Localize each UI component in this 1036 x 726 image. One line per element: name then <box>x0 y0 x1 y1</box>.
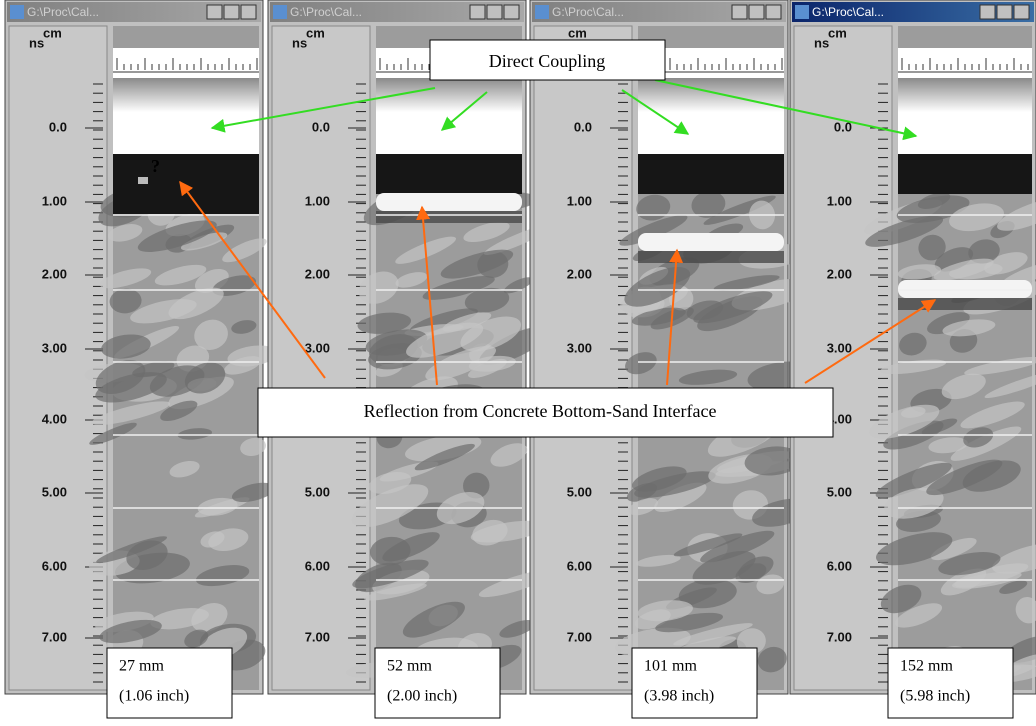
upper-band <box>113 78 259 112</box>
window: G:\Proc\Cal...cmns0.01.002.003.004.005.0… <box>790 0 1036 718</box>
depth-label: 3.00 <box>827 340 852 355</box>
window-title: G:\Proc\Cal... <box>552 5 624 19</box>
reflection-shadow <box>638 251 784 263</box>
dark-band <box>113 154 259 214</box>
depth-label: 3.00 <box>567 340 592 355</box>
title-button[interactable] <box>1014 5 1029 19</box>
depth-label: 7.00 <box>42 629 67 644</box>
depth-label: 7.00 <box>305 629 330 644</box>
title-button[interactable] <box>470 5 485 19</box>
title-button[interactable] <box>207 5 222 19</box>
depth-label: 7.00 <box>567 629 592 644</box>
unit-label: cm <box>306 25 325 40</box>
direct-coupling-label: Direct Coupling <box>489 51 605 71</box>
direct-coupling-band <box>113 112 259 154</box>
dark-band <box>376 154 522 194</box>
reflection-band <box>898 280 1032 298</box>
direct-coupling-band <box>638 112 784 154</box>
window-title: G:\Proc\Cal... <box>812 5 884 19</box>
title-button[interactable] <box>997 5 1012 19</box>
depth-label: 5.00 <box>827 484 852 499</box>
question-mark: ? <box>151 156 160 176</box>
title-button[interactable] <box>224 5 239 19</box>
title-button[interactable] <box>749 5 764 19</box>
unit-label: cm <box>568 25 587 40</box>
window-title: G:\Proc\Cal... <box>290 5 362 19</box>
caption-size: 27 mm <box>119 658 164 675</box>
reflection-band <box>638 233 784 251</box>
depth-label: 6.00 <box>827 558 852 573</box>
depth-label: 2.00 <box>827 266 852 281</box>
upper-band <box>638 78 784 112</box>
depth-label: 0.0 <box>574 119 592 134</box>
unit-label: ns <box>29 35 44 50</box>
depth-label: 2.00 <box>567 266 592 281</box>
window: G:\Proc\Cal... cmns 0.0 1.00 2.00 3.00 4.00 5.0… <box>5 0 279 718</box>
title-button[interactable] <box>980 5 995 19</box>
depth-label: 6.00 <box>305 558 330 573</box>
top-scale <box>898 48 1032 78</box>
title-button[interactable] <box>766 5 781 19</box>
unit-label: ns <box>814 35 829 50</box>
depth-label: 0.0 <box>312 119 330 134</box>
depth-label: 3.00 <box>305 340 330 355</box>
app-icon <box>273 5 287 19</box>
depth-label: 0.0 <box>49 119 67 134</box>
depth-label: 6.00 <box>42 558 67 573</box>
title-button[interactable] <box>487 5 502 19</box>
unit-label: cm <box>828 25 847 40</box>
window: G:\Proc\Cal...cmns0.01.002.003.004.005.0… <box>530 0 816 718</box>
title-button[interactable] <box>241 5 256 19</box>
app-icon <box>535 5 549 19</box>
reflection-band <box>376 193 522 211</box>
depth-label: 5.00 <box>305 484 330 499</box>
upper-band <box>898 78 1032 112</box>
caption-size: 101 mm <box>644 658 697 675</box>
caption-inch: (1.06 inch) <box>119 688 189 705</box>
caption-inch: (2.00 inch) <box>387 688 457 705</box>
title-button[interactable] <box>504 5 519 19</box>
direct-coupling-band <box>898 112 1032 154</box>
depth-label: 1.00 <box>42 193 67 208</box>
caption-inch: (3.98 inch) <box>644 688 714 705</box>
screenshot: G:\Proc\Cal...cmns0.01.002.003.004.005.0… <box>0 0 1036 726</box>
depth-label: 5.00 <box>42 484 67 499</box>
reflection-shadow <box>898 298 1032 310</box>
depth-label: 6.00 <box>567 558 592 573</box>
caption-size: 52 mm <box>387 658 432 675</box>
depth-label: 1.00 <box>567 193 592 208</box>
unit-label: cm <box>43 25 62 40</box>
depth-label: 2.00 <box>42 266 67 281</box>
dark-band <box>898 154 1032 194</box>
depth-label: 2.00 <box>305 266 330 281</box>
depth-label: 4.00 <box>42 411 67 426</box>
top-scale <box>113 48 259 78</box>
depth-label: 1.00 <box>827 193 852 208</box>
reflection-label: Reflection from Concrete Bottom-Sand Int… <box>364 401 717 421</box>
reflection-shadow <box>376 211 522 223</box>
app-icon <box>795 5 809 19</box>
title-button[interactable] <box>732 5 747 19</box>
caption-size: 152 mm <box>900 658 953 675</box>
app-icon <box>10 5 24 19</box>
depth-label: 5.00 <box>567 484 592 499</box>
depth-label: 7.00 <box>827 629 852 644</box>
depth-label: 1.00 <box>305 193 330 208</box>
caption-inch: (5.98 inch) <box>900 688 970 705</box>
dark-band <box>638 154 784 194</box>
unit-label: ns <box>292 35 307 50</box>
window-title: G:\Proc\Cal... <box>27 5 99 19</box>
direct-coupling-band <box>376 112 522 154</box>
marker-square <box>138 177 148 184</box>
depth-label: 3.00 <box>42 340 67 355</box>
